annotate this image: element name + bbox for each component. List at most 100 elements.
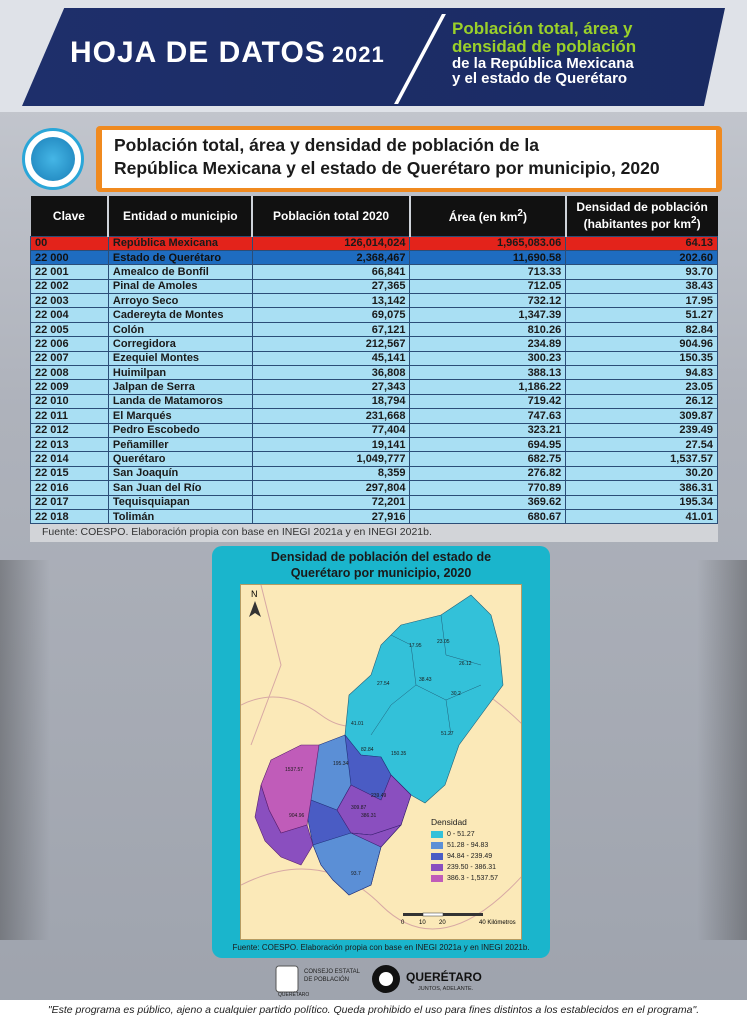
map-value-label: 26.12: [459, 661, 472, 667]
cell-entidad: Corregidora: [107, 336, 253, 352]
table-row: 22 012 Pedro Escobedo 77,404 323.21 239.49: [30, 422, 718, 438]
cell-entidad: Jalpan de Serra: [107, 379, 253, 395]
cell-densidad: 27.54: [565, 436, 718, 453]
cell-densidad: 202.60: [565, 249, 718, 266]
cell-clave: 22 006: [30, 336, 109, 352]
header-densidad: Densidad de población (habitantes por km2…: [565, 196, 718, 236]
cell-entidad: Landa de Matamoros: [107, 393, 253, 410]
map-title-line2: Querétaro por municipio, 2020: [290, 565, 472, 580]
cell-densidad: 26.12: [565, 393, 718, 410]
header-densidad-text: (habitantes por km: [583, 216, 691, 231]
cell-poblacion: 1,049,777: [251, 451, 411, 467]
header-densidad-sup: 2: [691, 214, 697, 226]
map-area: N 17.95 23.05 26.12 27.54 30.2 38.43 41.01 51.2…: [240, 584, 522, 940]
region-north: [344, 594, 504, 804]
title-line2: República Mexicana y el estado de Querét…: [114, 157, 660, 178]
map-value-label: 17.95: [409, 643, 422, 649]
table-source: Fuente: COESPO. Elaboración propia con b…: [30, 524, 718, 543]
queretaro-logo-inner: [379, 972, 393, 986]
legend-swatch: [431, 853, 443, 860]
cell-clave: 22 009: [30, 379, 109, 395]
table-row: 00 República Mexicana 126,014,024 1,965,083…: [30, 235, 718, 251]
map-value-label: 30.2: [451, 691, 461, 697]
scale-10: 10: [419, 920, 426, 926]
cell-poblacion: 27,343: [251, 379, 411, 395]
cell-clave: 22 016: [30, 480, 109, 496]
legend-label: 386.3 - 1,537.57: [447, 875, 498, 882]
header-densidad-end: ): [696, 216, 701, 231]
table-row: 22 010 Landa de Matamoros 18,794 719.42 26.1…: [30, 393, 718, 410]
header-area-text: Área (en km: [448, 209, 518, 224]
cell-clave: 22 013: [30, 436, 109, 453]
cell-densidad: 30.20: [565, 465, 718, 482]
map-legend: Densidad 0 - 51.27 51.28 - 94.83 94.84 - 2…: [431, 817, 498, 884]
table-header-row: Clave Entidad o municipio Población tota…: [30, 196, 718, 236]
title-line1: Población total, área y densidad de pobl…: [114, 135, 539, 155]
legend-item: 239.50 - 386.31: [431, 862, 498, 873]
footer-note: "Este programa es público, ajeno a cualq…: [0, 1000, 747, 1024]
cell-entidad: Huimilpan: [107, 365, 253, 381]
map-value-label: 195.34: [333, 761, 349, 767]
legend-item: 94.84 - 239.49: [431, 851, 498, 862]
cell-poblacion: 45,141: [251, 350, 411, 367]
section-title: Población total, área y densidad de pobl…: [22, 126, 722, 192]
header-subtitle-line4: y el estado de Querétaro: [452, 70, 628, 88]
cell-entidad: Pedro Escobedo: [107, 422, 253, 438]
table-row: 22 014 Querétaro 1,049,777 682.75 1,537.57: [30, 451, 718, 467]
scale-0: 0: [401, 920, 405, 926]
scale-seg: [443, 913, 483, 916]
table-row: 22 011 El Marqués 231,668 747.63 309.87: [30, 408, 718, 424]
region-corregidora: [254, 784, 314, 866]
cell-clave: 22 007: [30, 350, 109, 367]
scale-bar: 0 10 20 40 Kilómetros: [401, 912, 516, 926]
cell-densidad: 239.49: [565, 422, 718, 438]
data-table: Clave Entidad o municipio Población tota…: [30, 196, 718, 525]
cell-densidad: 23.05: [565, 379, 718, 395]
cell-densidad: 94.83: [565, 365, 718, 381]
cell-clave: 22 005: [30, 321, 109, 338]
table-row: 22 016 San Juan del Río 297,804 770.89 386.3…: [30, 480, 718, 496]
municipal-borders: [370, 614, 482, 736]
logo1-line1: CONSEJO ESTATAL: [304, 969, 361, 975]
table-row: 22 002 Pinal de Amoles 27,365 712.05 38.43: [30, 278, 718, 295]
cell-entidad: Tequisquiapan: [107, 494, 253, 510]
table-row: 22 018 Tolimán 27,916 680.67 41.01: [30, 508, 718, 525]
cell-clave: 22 002: [30, 278, 109, 295]
table-row: 22 017 Tequisquiapan 72,201 369.62 195.34: [30, 494, 718, 510]
cell-entidad: Tolimán: [107, 508, 253, 525]
logo2-sub: JUNTOS, ADELANTE.: [418, 986, 474, 992]
legend-swatch: [431, 864, 443, 871]
cell-poblacion: 27,365: [251, 278, 411, 295]
cell-poblacion: 77,404: [251, 422, 411, 438]
header-densidad-line2: (habitantes por km2): [567, 215, 718, 231]
right-decoration: [697, 560, 747, 940]
header: HOJA DE DATOS 2021 Población total, área …: [0, 0, 747, 112]
region-san-juan: [350, 824, 402, 848]
cell-densidad: 64.13: [565, 235, 718, 251]
cell-area: 680.67: [409, 508, 567, 525]
cell-densidad: 38.43: [565, 278, 718, 295]
cell-area: 732.12: [409, 293, 567, 309]
cell-area: 1,186.22: [409, 379, 567, 395]
table-row: 22 003 Arroyo Seco 13,142 732.12 17.95: [30, 293, 718, 309]
map-value-label: 51.27: [441, 731, 454, 737]
cell-area: 719.42: [409, 393, 567, 410]
map-value-label: 239.49: [371, 793, 387, 799]
cell-area: 369.62: [409, 494, 567, 510]
table-row: 22 004 Cadereyta de Montes 69,075 1,347.39 5…: [30, 307, 718, 323]
cell-area: 713.33: [409, 264, 567, 280]
cell-poblacion: 126,014,024: [251, 235, 411, 251]
legend-label: 239.50 - 386.31: [447, 864, 497, 871]
left-decoration: [0, 560, 50, 940]
coespo-logo-icon: [22, 128, 84, 190]
cell-area: 712.05: [409, 278, 567, 295]
cell-clave: 22 014: [30, 451, 109, 467]
cell-poblacion: 13,142: [251, 293, 411, 309]
header-subtitle-line2: densidad de población: [452, 36, 637, 56]
header-area: Área (en km2): [409, 196, 567, 236]
cell-area: 1,347.39: [409, 307, 567, 323]
map-title-line1: Densidad de población del estado de: [270, 550, 492, 564]
cell-densidad: 386.31: [565, 480, 718, 496]
cell-clave: 22 017: [30, 494, 109, 510]
cell-densidad: 17.95: [565, 293, 718, 309]
